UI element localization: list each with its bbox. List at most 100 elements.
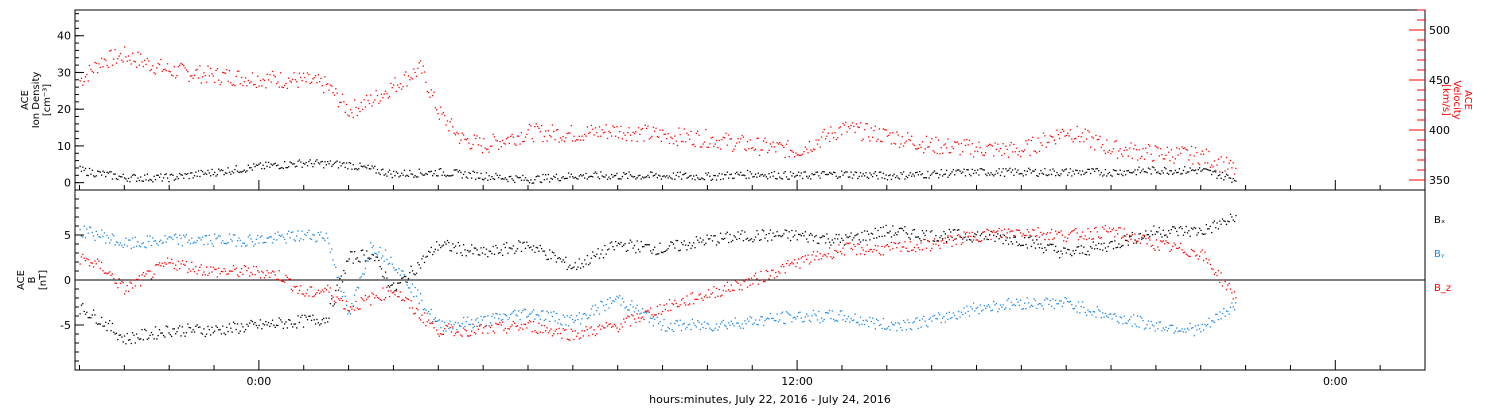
by-series-point [974, 310, 976, 312]
velocity-series-point [919, 144, 921, 146]
density-series-point [1112, 169, 1115, 171]
by-series-point [732, 323, 734, 325]
by-series-point [359, 277, 361, 279]
bx-series-point [628, 242, 630, 244]
bx-series-point [1189, 235, 1191, 237]
velocity-series-point [1076, 125, 1078, 128]
bz-series-point [917, 247, 920, 249]
density-series-point [994, 173, 996, 176]
velocity-series-point [807, 152, 809, 154]
density-series-point [816, 171, 819, 173]
velocity-series-point [578, 135, 580, 137]
bx-series-point [528, 247, 531, 249]
by-series-point [499, 313, 501, 316]
density-series-point [943, 173, 945, 176]
bx-series-point [448, 241, 450, 244]
velocity-series-point [83, 81, 85, 83]
bz-series-point [719, 295, 722, 297]
bx-series-point [897, 231, 899, 233]
density-series-point [169, 174, 171, 176]
bx-series-point [697, 239, 699, 241]
velocity-series-point [535, 123, 537, 125]
bx-series-point [1224, 220, 1226, 223]
bz-series-point [982, 231, 984, 234]
bx-series-point [881, 235, 883, 238]
by-series-point [1193, 334, 1195, 337]
bz-series-point [227, 273, 229, 275]
by-series-point [815, 314, 817, 317]
bz-series-point [900, 250, 902, 252]
by-series-point [348, 311, 350, 313]
velocity-series-point [733, 148, 735, 151]
bx-series-point [803, 235, 805, 237]
velocity-series-point [347, 114, 349, 116]
velocity-series-point [239, 83, 241, 85]
velocity-series-point [780, 143, 782, 146]
density-series-point [952, 168, 955, 171]
bx-series-point [515, 250, 517, 252]
bz-series-point [814, 259, 816, 261]
bx-series-point [484, 253, 486, 256]
density-series-point [1032, 170, 1034, 172]
bz-series-point [600, 328, 602, 330]
by-series-point [884, 328, 886, 330]
velocity-series-point [392, 84, 395, 86]
density-series-point [594, 171, 597, 173]
density-series-point [1169, 170, 1171, 172]
bz-series-point [82, 253, 84, 256]
bz-series-point [656, 305, 659, 308]
bz-series-point [436, 329, 438, 331]
bx-series-point [258, 324, 260, 327]
by-series-point [1112, 313, 1115, 316]
velocity-series-point [723, 137, 726, 139]
by-series-point [189, 243, 192, 245]
density-series-point [323, 167, 325, 169]
bz-series-point [944, 237, 946, 239]
bx-series-point [492, 245, 494, 248]
bz-series-point [301, 293, 303, 295]
by-series-point [1028, 302, 1030, 304]
bx-series-point [165, 325, 167, 327]
velocity-series-point [608, 130, 610, 132]
density-series-point [251, 169, 254, 171]
density-series-point [640, 178, 642, 180]
bx-series-point [865, 239, 867, 241]
bx-series-point [943, 230, 945, 233]
velocity-series-point [621, 138, 624, 140]
by-series-point [779, 319, 781, 321]
by-series-point [983, 305, 985, 307]
bz-series-point [534, 330, 536, 332]
bz-series-point [702, 299, 704, 301]
density-series-point [581, 175, 583, 177]
by-series-point [1223, 307, 1225, 310]
bz-series-point [554, 330, 556, 332]
by-series-point [802, 321, 804, 323]
density-series-point [697, 177, 699, 179]
density-series-point [1201, 169, 1203, 171]
velocity-series-point [979, 146, 981, 149]
velocity-series-point [1133, 148, 1135, 150]
velocity-series-point [371, 105, 373, 107]
bx-series-point [1180, 225, 1182, 228]
bz-series-point [641, 316, 644, 318]
density-series-point [1158, 172, 1160, 175]
by-series-point [1220, 318, 1222, 320]
by-series-point [944, 321, 946, 323]
by-series-point [950, 317, 952, 319]
by-series-point [461, 323, 463, 325]
bz-series-point [1053, 237, 1055, 239]
velocity-series-point [193, 74, 196, 76]
bz-series-point [764, 280, 766, 283]
bz-series-point [1162, 240, 1164, 242]
velocity-series-point [847, 126, 850, 128]
bz-series-point [344, 308, 346, 310]
velocity-series-point [191, 75, 193, 77]
bx-series-point [721, 238, 723, 240]
density-series-point [571, 176, 574, 178]
b-axis-tick-label: -5 [60, 319, 71, 332]
bx-series-point [242, 326, 244, 328]
velocity-series-point [1134, 144, 1136, 146]
bx-series-point [1059, 257, 1061, 259]
density-series-point [655, 173, 657, 175]
